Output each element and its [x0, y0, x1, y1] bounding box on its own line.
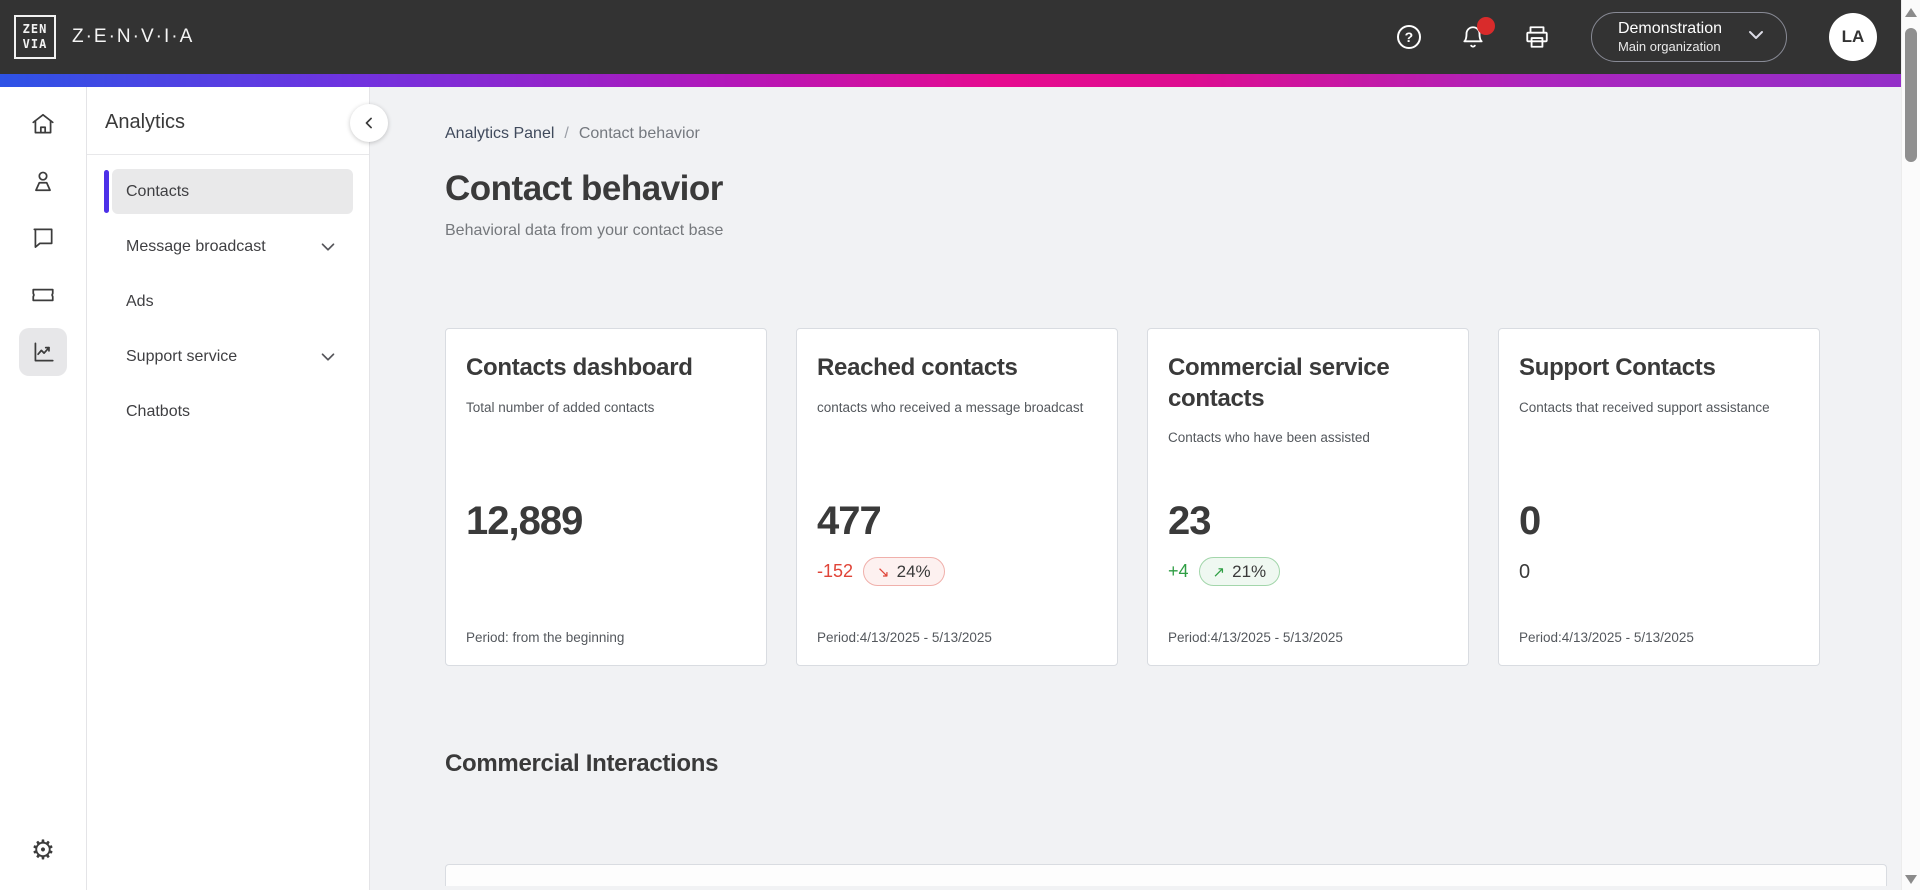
card-trend-row: -152 ↘ 24%: [817, 557, 945, 586]
settings-gear-icon[interactable]: ⚙: [30, 835, 56, 865]
page-title: Contact behavior: [445, 169, 723, 208]
card-description: Total number of added contacts: [466, 399, 655, 415]
commercial-interactions-card: [445, 864, 1887, 886]
card-title: Contacts dashboard: [466, 354, 693, 381]
sidebar-collapse-button[interactable]: [350, 104, 388, 142]
person-icon: [35, 171, 51, 192]
card-period: Period:4/13/2025 - 5/13/2025: [1168, 630, 1343, 645]
card-contacts-dashboard: Contacts dashboard Total number of added…: [445, 328, 767, 666]
chevron-down-icon: [317, 346, 339, 368]
sidebar-title: Analytics: [87, 87, 369, 155]
line-chart-icon: [34, 342, 54, 362]
icon-rail: ⚙: [0, 87, 87, 890]
zenvia-logo-icon[interactable]: ZEN VIA: [14, 15, 56, 59]
sidebar-item-label: Chatbots: [126, 402, 191, 420]
card-title: Reached contacts: [817, 354, 1018, 381]
card-value: 0: [1519, 499, 1541, 543]
sidebar-item-label: Contacts: [126, 182, 190, 200]
ticket-icon: [32, 288, 54, 302]
sidebar-item-chatbots[interactable]: Chatbots: [112, 389, 353, 434]
page-subtitle: Behavioral data from your contact base: [445, 222, 724, 239]
rail-item-analytics[interactable]: [19, 328, 67, 376]
analytics-sidebar: Analytics Contacts Message broadcast Ads…: [87, 87, 388, 890]
card-title: Commercial service contacts: [1168, 354, 1390, 412]
topbar-actions: ? Demonstration Main organization: [1359, 12, 1877, 62]
notifications-button[interactable]: [1459, 17, 1495, 51]
rail-item-contacts[interactable]: [19, 157, 67, 205]
trend-percent: 21%: [1232, 561, 1267, 581]
card-period: Period:4/13/2025 - 5/13/2025: [817, 630, 992, 645]
card-title: Support Contacts: [1519, 354, 1716, 381]
brand-wordmark: Z·E·N·V·I·A: [72, 26, 195, 47]
home-icon: [32, 113, 54, 134]
chat-bubble-icon: [33, 228, 53, 248]
print-button[interactable]: [1523, 23, 1551, 51]
sidebar-menu: Contacts Message broadcast Ads Support s…: [87, 155, 369, 434]
card-value: 477: [817, 499, 882, 543]
delta-value: +4: [1168, 561, 1189, 581]
card-trend-row: +4 ↗ 21%: [1168, 557, 1281, 586]
chevron-left-icon: [365, 117, 372, 129]
breadcrumb: Analytics Panel / Contact behavior: [445, 125, 1920, 143]
card-description: Contacts who have been assisted: [1168, 430, 1370, 446]
kpi-cards-row: Contacts dashboard Total number of added…: [445, 328, 1920, 666]
sidebar-item-label: Message broadcast: [126, 237, 266, 255]
card-support-contacts: Support Contacts Contacts that received …: [1498, 328, 1820, 666]
vertical-scrollbar[interactable]: [1901, 0, 1920, 890]
trend-up-icon: ↗: [1212, 563, 1226, 581]
card-description: contacts who received a message broadcas…: [817, 399, 1084, 415]
organization-name: Demonstration: [1617, 19, 1722, 37]
breadcrumb-current: Contact behavior: [578, 125, 700, 142]
brand-gradient-bar: [0, 74, 1920, 87]
sidebar-item-ads[interactable]: Ads: [112, 279, 353, 324]
card-commercial-service-contacts: Commercial service contacts Contacts who…: [1147, 328, 1469, 666]
chevron-down-icon: [317, 236, 339, 258]
card-secondary-value: 0: [1519, 561, 1531, 583]
sidebar-item-contacts[interactable]: Contacts: [104, 169, 353, 214]
user-avatar[interactable]: LA: [1829, 13, 1877, 61]
bell-icon: [1463, 26, 1483, 48]
trend-badge: ↗ 21%: [1198, 557, 1281, 586]
card-description: Contacts that received support assistanc…: [1519, 399, 1770, 415]
rail-item-conversations[interactable]: [19, 214, 67, 262]
sidebar-item-label: Ads: [126, 292, 154, 310]
card-period: Period: from the beginning: [466, 630, 625, 645]
help-button[interactable]: ?: [1395, 23, 1423, 51]
rail-item-home[interactable]: [19, 100, 67, 148]
card-period: Period:4/13/2025 - 5/13/2025: [1519, 630, 1694, 645]
organization-subtitle: Main organization: [1617, 38, 1721, 54]
card-value: 12,889: [466, 499, 583, 543]
card-value: 23: [1168, 499, 1211, 543]
topbar: ZEN VIA Z·E·N·V·I·A ? Demonstration Main…: [0, 0, 1920, 74]
sidebar-item-message-broadcast[interactable]: Message broadcast: [112, 224, 353, 269]
help-icon: ?: [1396, 25, 1421, 49]
sidebar-item-support-service[interactable]: Support service: [112, 334, 353, 379]
rail-item-campaigns[interactable]: [19, 271, 67, 319]
logo-text-bottom: VIA: [22, 36, 48, 51]
trend-down-icon: ↘: [877, 563, 890, 581]
logo-text-top: ZEN: [22, 22, 48, 37]
delta-value: -152: [817, 561, 854, 581]
notification-badge-dot: [1476, 17, 1495, 35]
printer-icon: [1526, 26, 1548, 48]
sidebar-item-label: Support service: [126, 347, 238, 365]
section-title-commercial-interactions: Commercial Interactions: [445, 750, 719, 777]
card-reached-contacts: Reached contacts contacts who received a…: [796, 328, 1118, 666]
scrollbar-up-arrow[interactable]: [1905, 8, 1917, 17]
scrollbar-down-arrow[interactable]: [1905, 875, 1917, 884]
main-content: Analytics Panel / Contact behavior Conta…: [370, 87, 1920, 890]
trend-percent: 24%: [896, 561, 931, 581]
chevron-down-icon: [1744, 23, 1768, 52]
trend-badge: ↘ 24%: [863, 557, 945, 586]
scrollbar-thumb[interactable]: [1905, 28, 1917, 162]
breadcrumb-separator: /: [564, 125, 569, 142]
breadcrumb-link-analytics-panel[interactable]: Analytics Panel: [445, 125, 555, 142]
organization-selector[interactable]: Demonstration Main organization: [1590, 12, 1787, 62]
